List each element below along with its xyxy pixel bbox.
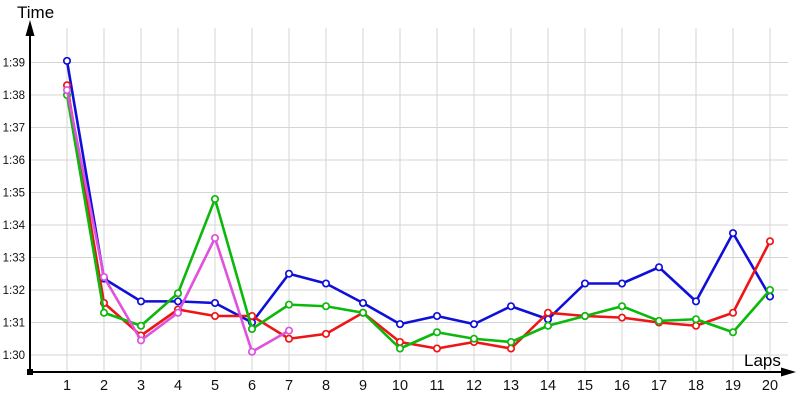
- series-blue-data-point: [395, 320, 405, 329]
- series-magenta-data-point: [247, 347, 257, 356]
- x-tick-label: 19: [725, 378, 741, 394]
- series-blue-data-point: [469, 320, 479, 329]
- series-green-data-point: [728, 328, 738, 337]
- x-tick-label: 10: [392, 378, 408, 394]
- series-red-data-point: [321, 329, 331, 338]
- y-axis-arrow-icon: [25, 20, 35, 36]
- series-magenta-data-point: [62, 86, 72, 95]
- x-tick-label: 16: [614, 378, 630, 394]
- x-tick-label: 20: [762, 378, 778, 394]
- series-blue-data-point: [617, 279, 627, 288]
- series-red-data-point: [728, 308, 738, 317]
- series-green-data-point: [691, 315, 701, 324]
- series-magenta-data-point: [210, 233, 220, 243]
- series-green-data-point: [617, 302, 627, 311]
- series-blue-data-point: [728, 229, 738, 238]
- series-red-data-point: [395, 337, 405, 347]
- series-green-line: [65, 94, 771, 350]
- series-green-data-point: [284, 300, 294, 309]
- x-tick-label: 1: [63, 378, 71, 394]
- series-green-data-point: [580, 311, 590, 321]
- series-blue-data-point: [284, 269, 294, 278]
- x-axis-title: Laps: [744, 351, 781, 370]
- series-green-data-point: [765, 285, 775, 295]
- series-green-data-point: [99, 308, 109, 317]
- series-green-data-point: [654, 316, 664, 325]
- x-tick-label: 17: [651, 378, 667, 394]
- y-tick-label: 1:38: [3, 90, 25, 102]
- series-blue-data-point: [506, 302, 516, 311]
- series-green-data-point: [543, 321, 553, 330]
- x-tick-label: 5: [211, 378, 219, 394]
- y-tick-label: 1:34: [3, 220, 26, 232]
- y-tick-label: 1:31: [3, 318, 25, 330]
- y-tick-label: 1:36: [3, 155, 25, 167]
- series-green-data-point: [210, 194, 220, 204]
- series-green-data-point: [247, 324, 257, 334]
- series-magenta-data-point: [136, 336, 146, 345]
- series-green-data-point: [173, 289, 183, 298]
- series-red-data-point: [506, 344, 516, 353]
- series-red-data-point: [284, 334, 294, 343]
- x-tick-label: 13: [503, 378, 519, 394]
- series-blue-data-point: [62, 56, 72, 65]
- y-tick-label: 1:32: [3, 285, 25, 297]
- x-tick-label: 8: [322, 378, 330, 394]
- series-green-data-point: [395, 344, 405, 353]
- y-tick-label: 1:35: [3, 188, 25, 200]
- axis-origin-marker: [27, 369, 33, 375]
- series-blue-data-point: [173, 297, 183, 306]
- series-green-data-point: [358, 308, 368, 317]
- series-blue-data-point: [543, 315, 553, 324]
- series-red-data-point: [432, 344, 442, 353]
- series-red-line: [65, 85, 772, 350]
- series-blue-data-point: [432, 311, 442, 321]
- x-tick-label: 15: [577, 378, 593, 394]
- series-red-data-point: [691, 321, 701, 330]
- series-magenta-data-point: [99, 272, 109, 282]
- series-green-data-point: [136, 321, 146, 330]
- series-green-data-point: [469, 334, 479, 343]
- x-tick-label: 3: [137, 378, 145, 394]
- series-blue-data-point: [691, 297, 701, 306]
- series-green-data-point: [432, 328, 442, 337]
- series-red-data-point: [210, 311, 220, 321]
- series-blue-data-point: [321, 279, 331, 288]
- x-tick-label: 14: [540, 378, 556, 394]
- y-axis-title: Time: [17, 3, 55, 22]
- series-green-data-point: [506, 337, 516, 347]
- x-tick-label: 12: [466, 378, 482, 394]
- series-magenta-data-point: [173, 308, 183, 317]
- x-axis-arrow-icon: [781, 367, 796, 377]
- series-red-data-point: [617, 313, 627, 322]
- y-tick-label: 1:39: [3, 58, 25, 70]
- series-green-data-point: [321, 302, 331, 311]
- series-blue-data-point: [654, 263, 664, 272]
- x-tick-label: 2: [100, 378, 108, 394]
- y-tick-label: 1:37: [3, 123, 25, 135]
- x-tick-label: 11: [429, 378, 444, 394]
- x-tick-label: 9: [359, 378, 367, 394]
- series-blue-data-point: [210, 298, 220, 308]
- x-tick-label: 18: [688, 378, 704, 394]
- x-tick-label: 6: [248, 378, 256, 394]
- x-tick-label: 4: [174, 378, 182, 394]
- y-tick-label: 1:30: [3, 350, 25, 362]
- series-blue-data-point: [580, 279, 590, 288]
- series-red-data-point: [765, 237, 775, 246]
- y-tick-label: 1:33: [3, 253, 25, 265]
- series-blue-data-point: [358, 298, 368, 308]
- series-magenta-data-point: [284, 326, 294, 335]
- x-tick-label: 7: [285, 378, 293, 394]
- series-red-data-point: [543, 308, 553, 317]
- series-blue-data-point: [136, 297, 146, 306]
